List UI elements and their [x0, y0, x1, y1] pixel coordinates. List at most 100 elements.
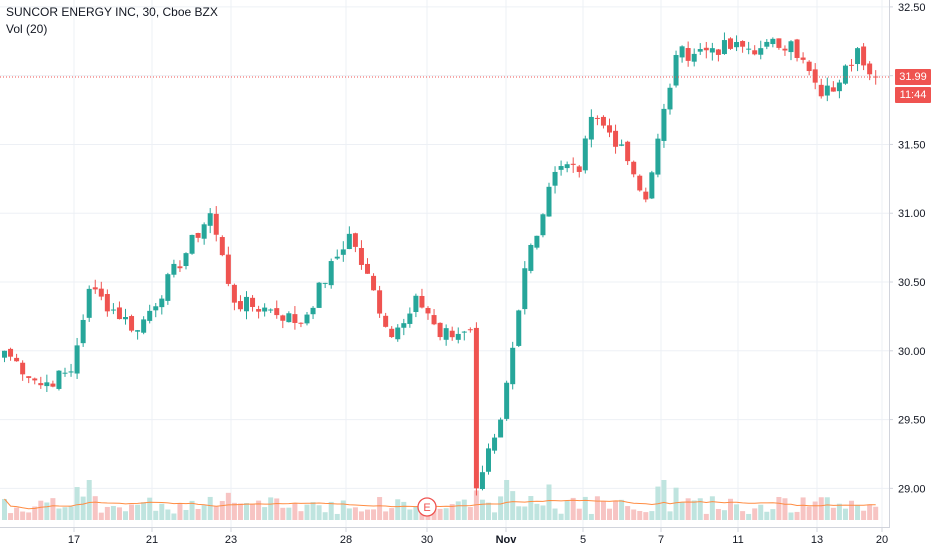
candle-body: [371, 275, 377, 291]
candle-body: [32, 378, 38, 381]
volume-bar: [250, 503, 256, 520]
volume-bar: [389, 508, 395, 520]
candle-body: [619, 144, 625, 146]
candle-body: [600, 116, 606, 126]
time-tick-label: 30: [421, 534, 433, 546]
candle-body: [594, 117, 600, 119]
volume-bar: [782, 498, 788, 520]
candle-body: [286, 313, 292, 323]
price-tick-label: 30.50: [898, 277, 926, 289]
candle-body: [231, 284, 237, 303]
candle-body: [8, 348, 14, 357]
candle-body: [794, 39, 800, 58]
volume-bar: [492, 512, 498, 520]
candle-body: [637, 175, 643, 191]
volume-bar: [443, 508, 449, 520]
candle-body: [274, 308, 280, 316]
candle-body: [280, 315, 286, 321]
candle-body: [383, 315, 389, 327]
volume-bar: [734, 504, 740, 520]
chart-legend: SUNCOR ENERGY INC, 30, Cboe BZX Vol (20): [6, 4, 218, 38]
candle-body: [540, 214, 546, 236]
volume-bar: [746, 513, 752, 520]
time-tick-label: 20: [876, 534, 888, 546]
symbol-title[interactable]: SUNCOR ENERGY INC, 30, Cboe BZX: [6, 5, 218, 19]
volume-bar: [673, 487, 679, 520]
candle-body: [177, 266, 183, 269]
candle-body: [679, 46, 685, 58]
volume-bar: [806, 506, 812, 520]
earnings-marker[interactable]: E: [417, 497, 437, 517]
candle-body: [123, 317, 128, 320]
candle-body: [782, 48, 788, 51]
candle-body: [183, 253, 189, 267]
volume-bar: [728, 498, 733, 520]
volume-bar: [504, 480, 510, 520]
candle-body: [691, 53, 697, 62]
volume-bar: [740, 511, 746, 520]
volume-bar: [2, 499, 7, 520]
price-tick-label: 30.00: [898, 346, 926, 358]
candle-body: [377, 290, 383, 314]
volume-bar: [788, 512, 794, 520]
candle-body: [256, 309, 262, 312]
volume-bar: [183, 509, 189, 520]
candle-body: [486, 448, 491, 472]
volume-bar: [32, 506, 38, 520]
candle-body: [588, 116, 594, 140]
volume-bar: [582, 496, 588, 520]
volume-bar: [467, 507, 473, 520]
time-tick-label: 13: [811, 534, 823, 546]
candle-body: [26, 376, 32, 378]
volume-bar: [546, 484, 552, 520]
volume-bar: [697, 498, 703, 520]
volume-bar: [637, 510, 643, 520]
volume-bar: [177, 504, 183, 520]
volume-bar: [588, 513, 594, 520]
candle-body: [250, 297, 256, 307]
volume-bar: [836, 503, 842, 520]
volume-bar: [770, 509, 776, 520]
candle-body: [334, 256, 340, 259]
candle-body: [492, 437, 498, 451]
candle-body: [703, 47, 709, 51]
volume-bar: [721, 510, 727, 520]
candle-body: [655, 138, 661, 175]
volume-bar: [479, 499, 485, 520]
candle-body: [68, 371, 74, 373]
volume-bar: [377, 497, 383, 520]
volume-bar: [607, 508, 612, 520]
candle-body: [836, 82, 842, 92]
candle-body: [443, 328, 449, 340]
candle-body: [292, 314, 298, 323]
candle-body: [407, 313, 413, 324]
volume-bar: [570, 497, 576, 520]
volume-bar: [455, 501, 461, 520]
earnings-marker-label: E: [423, 502, 430, 514]
volume-bar: [522, 506, 528, 520]
candle-body: [516, 310, 522, 346]
candle-body: [528, 244, 534, 271]
candle-body: [867, 63, 873, 75]
time-tick-label: Nov: [496, 534, 518, 546]
volume-bar: [195, 508, 201, 520]
candle-body: [842, 65, 848, 84]
candle-body: [153, 306, 159, 311]
volume-study-label[interactable]: Vol (20): [6, 22, 48, 36]
volume-bar: [824, 497, 830, 520]
volume-bar: [709, 496, 715, 520]
candle-body: [431, 315, 437, 325]
volume-bar: [667, 511, 673, 520]
volume-bar: [794, 511, 800, 520]
candle-body: [764, 41, 770, 47]
volume-bar: [685, 498, 691, 520]
candle-body: [770, 38, 776, 45]
candle-body: [328, 261, 334, 286]
candle-body: [189, 234, 195, 254]
time-axis[interactable]: 17 21 23 28 30 Nov 5 7 11 13 20: [68, 528, 888, 546]
time-tick-label: 5: [580, 534, 586, 546]
candle-body: [316, 282, 322, 308]
candle-body: [86, 288, 92, 318]
candle-body: [812, 69, 818, 83]
